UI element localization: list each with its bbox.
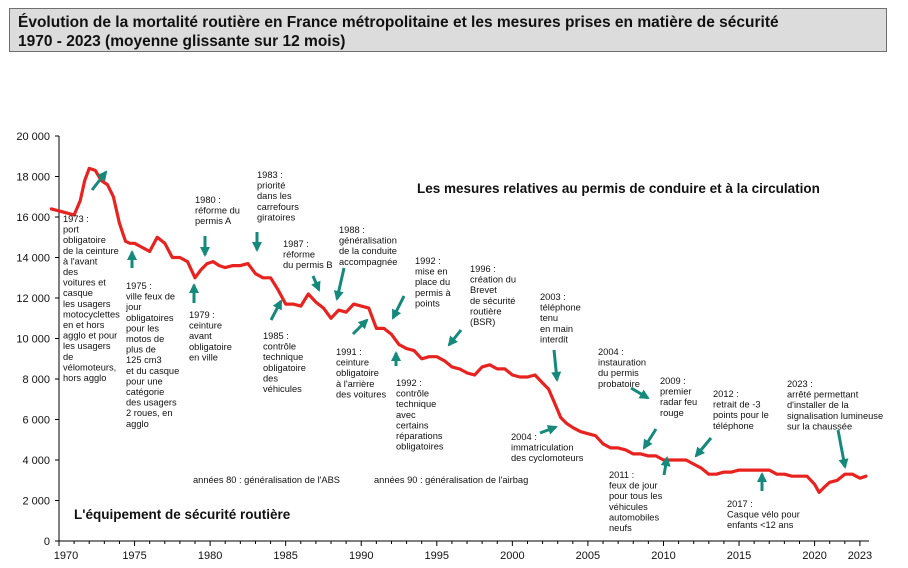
y-tick-label: 0 [44,536,50,548]
annotation-2023-19: 2023 : arrêté permettant d'installer de la… [787,379,883,431]
title-box: Évolution de la mortalité routière en Fr… [9,8,887,52]
arrow-head [333,290,344,301]
annotation-1985-5: 1985 : contrôle technique obligatoire des véh… [263,331,306,394]
annotation-2009-15: 2009 : premier radar feu rouge [660,376,697,418]
y-tick-label: 4 000 [22,455,50,467]
annotation-1983-4: 1983 : priorité dans les carrefours giratoir… [257,170,299,222]
arrow-head [392,308,402,320]
arrow-head [660,456,671,467]
arrow-head [694,446,705,458]
y-tick-label: 18 000 [16,172,50,184]
arrow-head [97,170,108,182]
arrow-head [638,389,650,400]
annotation-1980-3: 1980 : réforme du permis A [195,195,240,226]
arrow-head [311,280,321,292]
x-tick-label: 1970 [54,550,78,562]
annotation-2011-16: 2011 : feux de jour pour tous les véhicules… [609,470,663,533]
annotation-2004-14: 2004 : instauration du permis probatoire [598,347,646,389]
chart-title-line-2: 1970 - 2023 (moyenne glissante sur 12 mo… [18,33,346,50]
y-tick-label: 20 000 [16,131,50,143]
y-tick-label: 10 000 [16,334,50,346]
annotation-1991-8: 1991 : ceinture obligatoire à l'arrière des … [336,347,386,399]
annotation-1973-0: 1973 : port obligatoire de la ceinture à l'a… [63,214,120,383]
annotation-1987-6: 1987 : réforme du permis B [283,239,333,270]
y-tick-label: 16 000 [16,212,50,224]
y-tick-label: 8 000 [22,374,50,386]
x-tick-label: 2015 [727,550,751,562]
x-tick-label: 2000 [500,550,524,562]
x-tick-label: 1985 [273,550,297,562]
arrow-head [357,318,369,330]
x-tick-label: 2020 [802,550,826,562]
y-tick-label: 6 000 [22,415,50,427]
y-tick-label: 12 000 [16,293,50,305]
x-tick-label: 1980 [198,550,222,562]
arrow-head [447,335,458,347]
annotation-2012-17: 2012 : retrait de -3 points pour le télépho… [713,389,769,431]
annotation-1988-7: 1988 : généralisation de la conduite accomp… [339,225,397,267]
arrow-head [189,283,199,293]
annotation-2017-18: 2017 : Casque vélo pour enfants <12 ans [727,499,800,530]
arrow-head [391,351,401,361]
section-label-equipement: L'équipement de sécurité routière [74,507,291,522]
arrow-head [200,247,210,257]
annotation-1992-9: 1992 : mise en place du permis à points [415,256,451,308]
arrow-head [642,438,653,450]
y-tick-label: 2 000 [22,496,50,508]
annotation-decade-21: années 90 : généralisation de l'airbag [374,475,528,485]
annotation-1992-10: 1992 : contrôle technique avec certains répar… [396,378,444,452]
arrow-head [546,425,558,435]
y-tick-label: 14 000 [16,253,50,265]
annotation-2004-13: 2004 : immatriculation des cyclomoteurs [511,432,584,463]
x-tick-label: 2023 [848,550,872,562]
x-tick-label: 1995 [425,550,449,562]
annotation-1975-1: 1975 : ville feux de jour obligatoires pour … [125,281,179,429]
arrow-head [757,472,767,482]
arrow-head [252,242,262,252]
arrow-head [838,458,849,469]
annotation-decade-20: années 80 : généralisation de l'ABS [193,475,340,485]
x-tick-label: 1990 [349,550,373,562]
chart-title-line-1: Évolution de la mortalité routière en Fr… [18,14,779,31]
annotation-1996-11: 1996 : création du Brevet de sécurité routiè… [470,264,516,327]
annotation-2003-12: 2003 : téléphone tenu en main interdit [540,292,581,344]
x-tick-label: 1975 [122,550,146,562]
arrow-head [272,299,282,311]
series-line-mortality [49,166,868,494]
x-tick-label: 2005 [576,550,600,562]
annotation-1979-2: 1979 : ceinture avant obligatoire en ville [189,310,232,362]
section-label-permis-circulation: Les mesures relatives au permis de condu… [417,181,820,196]
arrow-head [551,371,562,382]
arrow-head [127,250,137,260]
x-tick-label: 2010 [651,550,675,562]
